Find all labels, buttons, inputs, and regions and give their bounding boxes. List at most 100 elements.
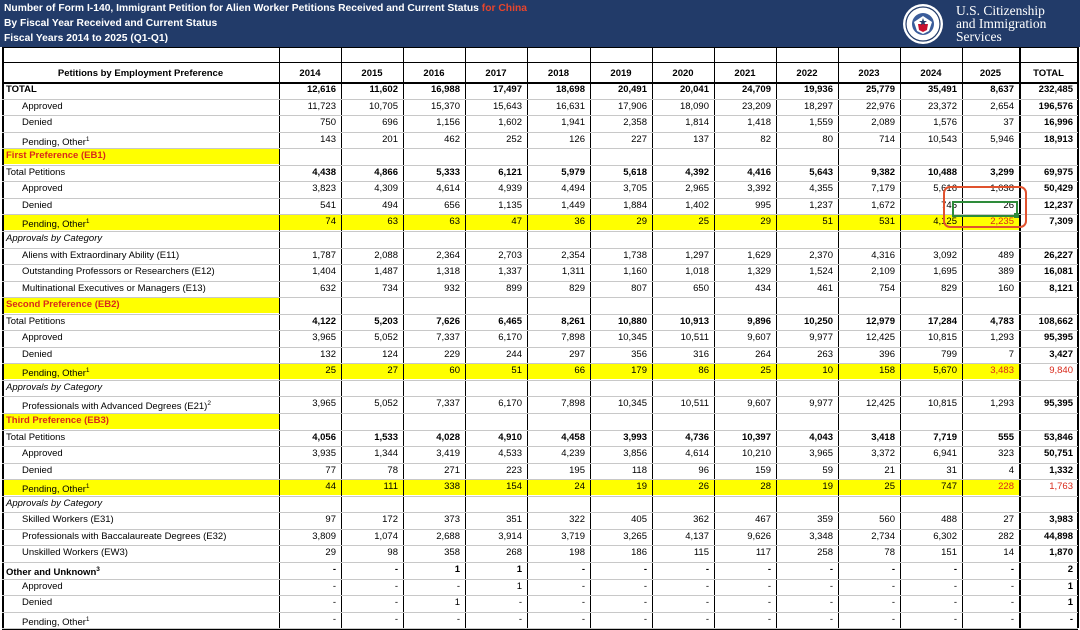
table-cell-total[interactable] (1019, 380, 1078, 396)
row-label[interactable]: Denied (2, 115, 279, 131)
table-cell[interactable]: 3,299 (990, 166, 1014, 178)
column-header-year[interactable]: 2016 (423, 68, 445, 79)
table-cell[interactable]: 323 (998, 448, 1014, 460)
table-cell[interactable]: 1,156 (436, 117, 460, 129)
table-cell[interactable]: 5,052 (374, 332, 398, 344)
table-cell[interactable] (465, 148, 527, 164)
table-cell[interactable]: 96 (698, 464, 709, 476)
table-cell[interactable]: 747 (941, 481, 957, 493)
table-cell[interactable]: 1,738 (623, 249, 647, 261)
table-cell[interactable]: 10,488 (927, 166, 957, 178)
table-cell[interactable]: - (394, 580, 398, 592)
fill-handle[interactable] (1014, 213, 1019, 218)
table-cell[interactable]: 118 (631, 464, 647, 476)
table-cell[interactable]: 12,425 (865, 398, 895, 410)
table-cell[interactable]: 47 (511, 216, 522, 228)
table-cell[interactable]: 10,543 (927, 133, 957, 145)
table-cell[interactable]: 31 (946, 464, 957, 476)
table-cell[interactable]: 541 (320, 199, 336, 211)
table-cell-total[interactable]: 2 (1067, 563, 1073, 575)
row-label[interactable]: Approvals by Category (2, 496, 279, 512)
selected-cell-outline[interactable] (952, 201, 1018, 217)
table-cell[interactable]: 829 (569, 282, 585, 294)
table-cell[interactable]: 25 (325, 365, 336, 377)
row-label[interactable]: Third Preference (EB3) (2, 413, 279, 429)
row-label[interactable]: Approved (2, 446, 279, 462)
table-cell[interactable]: - (891, 580, 895, 592)
table-cell[interactable]: - (767, 563, 771, 575)
row-label[interactable]: Denied (2, 595, 279, 611)
table-cell[interactable]: 1,344 (374, 448, 398, 460)
table-cell[interactable] (652, 231, 714, 247)
table-cell[interactable]: 37 (1003, 117, 1014, 129)
table-cell[interactable]: 18,297 (803, 100, 833, 112)
table-cell[interactable]: 244 (506, 348, 522, 360)
table-cell[interactable]: - (705, 563, 709, 575)
table-cell[interactable]: 10,511 (680, 332, 709, 344)
table-cell[interactable]: 7,898 (561, 332, 585, 344)
table-cell[interactable]: 1,602 (498, 117, 522, 129)
table-cell[interactable]: 5,618 (623, 166, 647, 178)
table-cell-total[interactable]: 1 (1067, 597, 1073, 609)
table-cell-total[interactable]: 26,227 (1043, 249, 1073, 261)
table-cell[interactable] (776, 496, 838, 512)
table-cell[interactable] (279, 148, 341, 164)
table-cell-total[interactable] (1019, 297, 1078, 313)
column-header-year[interactable]: 2015 (361, 68, 383, 79)
table-cell[interactable]: 1 (454, 563, 460, 575)
table-cell[interactable]: 1,449 (561, 199, 585, 211)
table-cell[interactable]: 1,318 (436, 266, 460, 278)
table-cell[interactable]: 4,458 (561, 431, 585, 443)
table-cell[interactable]: 932 (444, 282, 460, 294)
table-cell-total[interactable]: 9,840 (1049, 365, 1073, 377)
table-cell[interactable] (527, 231, 590, 247)
table-cell-total[interactable]: 8,121 (1049, 282, 1073, 294)
table-cell[interactable] (714, 496, 776, 512)
table-cell[interactable] (590, 413, 652, 429)
table-cell[interactable] (341, 297, 403, 313)
table-cell[interactable]: 1,293 (990, 332, 1014, 344)
table-cell[interactable]: 4,910 (498, 431, 522, 443)
table-cell-total[interactable]: 50,751 (1043, 448, 1073, 460)
table-cell[interactable]: 10,210 (741, 448, 771, 460)
table-cell[interactable]: 650 (693, 282, 709, 294)
table-cell-total[interactable]: 3,427 (1049, 348, 1073, 360)
table-cell[interactable]: - (1010, 597, 1014, 609)
table-cell-total[interactable]: 108,662 (1038, 315, 1073, 327)
table-cell[interactable]: - (394, 563, 398, 575)
table-cell-total[interactable]: 69,975 (1043, 166, 1073, 178)
table-cell[interactable]: 14 (1003, 547, 1014, 559)
table-cell[interactable]: 98 (387, 547, 398, 559)
column-header-year[interactable]: 2023 (858, 68, 880, 79)
table-cell[interactable]: 1,297 (685, 249, 709, 261)
table-cell[interactable]: 117 (755, 547, 771, 559)
table-cell[interactable]: 227 (631, 133, 647, 145)
table-cell[interactable]: 97 (325, 514, 336, 526)
table-cell[interactable]: 10,345 (617, 332, 647, 344)
table-cell[interactable] (465, 297, 527, 313)
row-label[interactable]: Second Preference (EB2) (2, 297, 279, 313)
column-header-label[interactable]: Petitions by Employment Preference (57, 68, 224, 79)
table-cell[interactable]: 10,815 (927, 332, 957, 344)
table-cell[interactable]: - (829, 563, 833, 575)
table-cell[interactable]: 4,316 (871, 249, 895, 261)
table-cell[interactable]: 4,028 (436, 431, 460, 443)
table-cell[interactable]: 24 (574, 481, 585, 493)
table-cell[interactable]: 3,935 (312, 448, 336, 460)
table-cell[interactable]: 74 (325, 216, 336, 228)
table-cell[interactable]: 59 (822, 464, 833, 476)
table-cell[interactable]: 1,160 (623, 266, 647, 278)
table-cell[interactable]: - (891, 613, 895, 625)
table-cell[interactable] (590, 380, 652, 396)
table-cell[interactable]: 25 (698, 216, 709, 228)
table-cell[interactable]: 4,043 (809, 431, 833, 443)
table-cell[interactable]: - (829, 580, 833, 592)
table-cell[interactable]: 829 (941, 282, 957, 294)
table-cell[interactable]: 1,695 (933, 266, 957, 278)
table-cell[interactable]: 734 (382, 282, 398, 294)
table-cell[interactable]: 9,607 (747, 398, 771, 410)
table-cell[interactable] (900, 413, 962, 429)
table-cell[interactable] (590, 297, 652, 313)
column-header-year[interactable]: 2024 (920, 68, 942, 79)
row-label[interactable]: Pending, Other1 (2, 612, 279, 628)
